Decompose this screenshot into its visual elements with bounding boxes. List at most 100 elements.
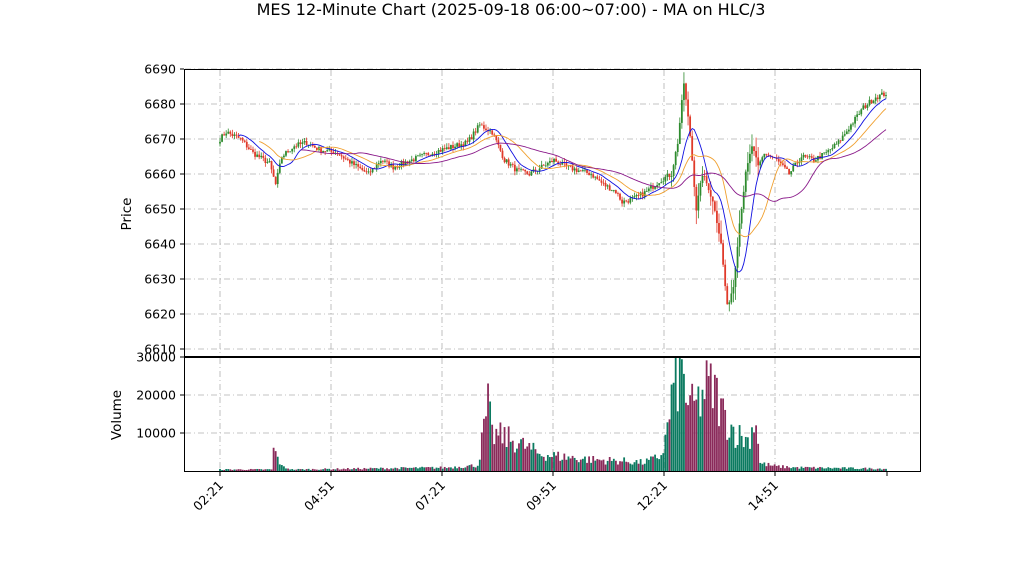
- volume-bar: [850, 467, 852, 471]
- volume-bar: [538, 453, 541, 471]
- volume-bar: [847, 467, 850, 471]
- volume-bar: [219, 468, 221, 471]
- candle-body: [724, 264, 727, 287]
- ma-slow-line: [300, 129, 887, 202]
- candle-body: [390, 164, 393, 167]
- candle-body: [821, 153, 823, 159]
- candle-body: [676, 143, 679, 153]
- volume-bar: [775, 465, 778, 471]
- volume-bar: [810, 467, 813, 471]
- volume-panel-frame: [184, 357, 921, 472]
- price-panel-frame: [184, 69, 921, 357]
- volume-bar: [441, 468, 444, 471]
- volume-bar: [773, 464, 776, 471]
- candle-body: [592, 174, 595, 178]
- volume-bar: [579, 459, 582, 471]
- candle-body: [472, 131, 475, 140]
- candle-body: [617, 193, 619, 194]
- candle-body: [326, 150, 329, 152]
- candle-body: [507, 159, 510, 166]
- volume-bar: [761, 463, 764, 471]
- candle-body: [359, 166, 362, 168]
- candle-body: [241, 137, 244, 141]
- candle-body: [219, 141, 221, 144]
- volume-bar: [553, 452, 555, 471]
- volume-bar: [427, 466, 430, 471]
- volume-bar: [647, 459, 650, 471]
- volume-bar: [792, 467, 795, 471]
- candle-body: [619, 193, 621, 200]
- volume-bar: [703, 399, 706, 471]
- volume-bar: [518, 443, 520, 471]
- volume-bar: [709, 363, 712, 471]
- volume-bar: [363, 467, 366, 471]
- candle-body: [225, 133, 228, 136]
- candle-body: [575, 168, 578, 172]
- y-tick-label: 6610: [144, 342, 176, 357]
- candle-body: [647, 188, 650, 191]
- candle-body: [367, 171, 370, 173]
- candle-body: [394, 166, 397, 170]
- volume-bars: [219, 357, 887, 471]
- volume-bar: [693, 400, 696, 471]
- candle-body: [584, 169, 586, 171]
- volume-bar: [287, 468, 289, 471]
- volume-bar: [668, 419, 671, 471]
- candle-body: [872, 100, 875, 104]
- volume-bar: [705, 360, 708, 471]
- candle-body: [751, 146, 753, 154]
- volume-bar: [301, 469, 304, 471]
- candle-body: [266, 162, 269, 163]
- volume-bar: [683, 373, 685, 471]
- volume-bar: [274, 451, 277, 471]
- candle-body: [518, 168, 520, 170]
- volume-bar: [755, 425, 757, 471]
- volume-bar: [670, 384, 673, 471]
- volume-bar: [470, 464, 473, 471]
- candle-body: [579, 170, 582, 172]
- candle-body: [812, 157, 815, 162]
- volume-bar: [414, 467, 417, 471]
- volume-bar: [233, 469, 236, 471]
- volume-bar: [864, 467, 867, 471]
- candle-body: [530, 171, 533, 176]
- volume-bar: [497, 435, 500, 471]
- candle-body: [243, 140, 246, 142]
- volume-bar: [390, 468, 393, 471]
- volume-bar: [658, 459, 661, 471]
- volume-bar: [598, 459, 601, 471]
- volume-bar: [825, 468, 828, 471]
- volume-bar: [542, 456, 545, 471]
- candle-body: [450, 145, 452, 150]
- candle-body: [808, 156, 811, 158]
- candle-body: [660, 182, 663, 184]
- candle-body: [633, 196, 636, 198]
- candle-body: [629, 198, 632, 203]
- volume-bar: [738, 425, 741, 471]
- candle-body: [447, 147, 450, 150]
- volume-bar: [674, 357, 677, 471]
- volume-bar: [549, 457, 551, 471]
- candle-body: [454, 146, 456, 149]
- volume-bar: [602, 459, 605, 471]
- volume-bar: [817, 467, 819, 471]
- volume-bar: [437, 467, 440, 471]
- volume-bar: [569, 458, 572, 471]
- candle-body: [685, 83, 687, 100]
- candle-body: [452, 145, 454, 149]
- volume-bar: [452, 468, 454, 471]
- candle-body: [278, 163, 281, 173]
- candle-body: [767, 154, 770, 156]
- volume-bar: [713, 374, 716, 471]
- volume-bar: [856, 468, 859, 471]
- candle-body: [713, 201, 716, 211]
- volume-bar: [592, 456, 595, 471]
- candle-body: [608, 185, 611, 191]
- volume-bar: [225, 469, 228, 471]
- volume-bar: [751, 427, 753, 471]
- candle-body: [687, 99, 689, 117]
- candle-body: [614, 190, 617, 194]
- candle-body: [557, 161, 560, 165]
- volume-bar: [734, 447, 737, 471]
